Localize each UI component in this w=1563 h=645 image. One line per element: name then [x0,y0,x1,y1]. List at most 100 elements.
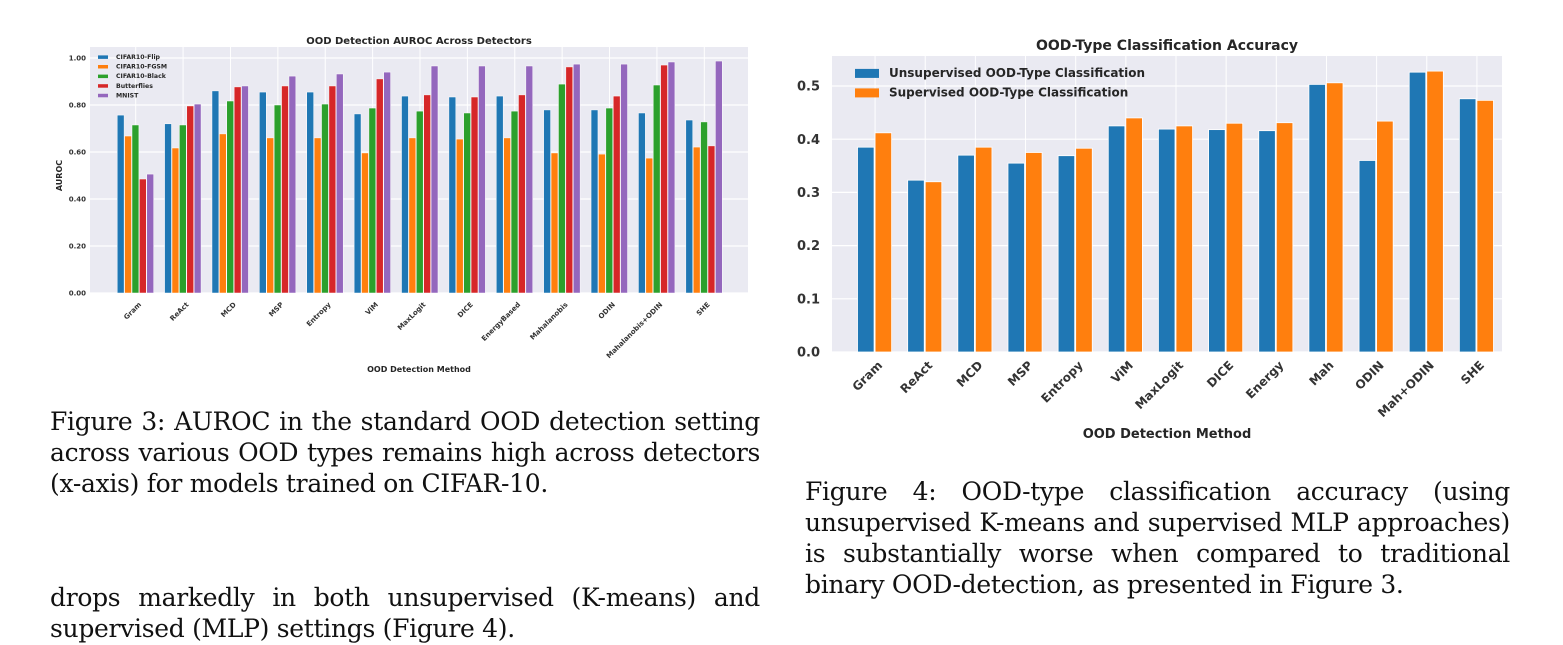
bar-mnist-she [715,60,723,294]
bar-cifar10-black-energybased [510,110,519,294]
bar-mnist-react [193,103,202,294]
bar-butterflies-dice [470,96,479,294]
x-tick-label: Gram [850,358,886,394]
x-tick-label: MaxLogit [396,300,428,332]
bar-supervised-ood-type-classification-dice [1225,122,1244,353]
bar-mnist-vim [383,71,391,294]
x-tick-label: ODIN [1352,358,1386,392]
bar-supervised-ood-type-classification-she [1476,99,1494,353]
bar-cifar10-black-mahalanobis-odin [652,84,661,294]
y-tick-label: 0.1 [797,292,820,307]
bar-cifar10-flip-react [164,123,172,294]
bar-cifar10-black-react [179,124,187,294]
x-tick-label: Gram [122,301,143,322]
bar-supervised-ood-type-classification-gram [874,132,893,353]
bar-mnist-gram [146,173,154,294]
bar-unsupervised-ood-type-classification-entropy [1057,155,1076,353]
y-axis-label: AUROC [55,160,64,191]
y-tick-label: 0.2 [797,239,820,254]
bar-cifar10-black-entropy [321,103,329,294]
x-tick-label: Energy [1243,358,1286,401]
bar-unsupervised-ood-type-classification-msp [1007,162,1025,353]
bar-butterflies-she [707,145,716,294]
x-tick-label: DICE [456,301,475,320]
bar-supervised-ood-type-classification-mah [1326,82,1344,353]
y-tick-label: 0.80 [69,101,86,109]
y-tick-label: 0.20 [69,242,86,250]
y-tick-label: 0.0 [797,346,820,361]
legend-swatch [98,84,108,88]
bar-supervised-ood-type-classification-vim [1125,117,1143,353]
y-tick-label: 0.3 [797,186,820,201]
bar-supervised-ood-type-classification-entropy [1075,147,1093,353]
y-tick-label: 0.60 [69,148,86,156]
bar-cifar10-black-gram [131,124,140,294]
x-tick-label: Entropy [305,300,333,328]
bar-cifar10-flip-energybased [496,95,504,294]
bar-unsupervised-ood-type-classification-odin [1358,160,1377,353]
bar-cifar10-black-dice [463,112,471,294]
bar-cifar10-fgsm-mahalanobis-odin [645,157,653,294]
bar-mnist-mahalanobis [572,63,581,294]
accuracy-chart-svg: 0.0 0.1 0.2 0.3 0.4 0.5 Gram ReAct MCD MSP Entropy… [797,38,1502,442]
y-tick-label: 0.00 [69,289,86,297]
bar-unsupervised-ood-type-classification-mah-odin [1408,71,1427,353]
x-tick-label: Mahalanobis+ODIN [605,301,664,360]
bar-butterflies-mcd [233,86,242,294]
bar-cifar10-flip-msp [259,91,267,294]
figure-4-accuracy-chart: 0.0 0.1 0.2 0.3 0.4 0.5 Gram ReAct MCD MSP Entropy… [785,30,1563,450]
bar-cifar10-black-mcd [226,100,234,294]
legend-label: MNIST [116,92,139,99]
y-tick-label: 0.4 [797,133,820,148]
legend-swatch [98,93,108,98]
legend-label: CIFAR10-Black [116,73,167,80]
bar-butterflies-msp [281,85,289,294]
bar-mnist-msp [288,75,297,294]
bar-supervised-ood-type-classification-energy [1275,122,1294,353]
x-tick-label: Entropy [1038,358,1086,406]
bar-supervised-ood-type-classification-msp [1025,152,1043,353]
legend-label: Butterflies [116,83,153,90]
bar-mnist-dice [478,65,486,294]
y-tick-label: 0.40 [69,195,86,203]
x-tick-label: Mahalanobis [529,301,570,342]
bar-cifar10-black-msp [273,104,282,294]
chart-title: OOD Detection AUROC Across Detectors [306,36,532,47]
bar-supervised-ood-type-classification-mcd [974,146,993,353]
bar-cifar10-fgsm-mahalanobis [550,152,559,294]
bar-cifar10-black-mahalanobis [558,83,566,294]
bar-cifar10-fgsm-gram [124,135,132,294]
bar-cifar10-fgsm-energybased [503,137,511,294]
legend-label: CIFAR10-Flip [116,54,161,61]
bar-cifar10-flip-mahalanobis-odin [638,112,646,294]
bar-butterflies-energybased [518,94,526,294]
bar-unsupervised-ood-type-classification-vim [1107,125,1126,353]
x-tick-label: DICE [1204,358,1236,390]
bar-mnist-mahalanobis-odin [667,61,676,294]
x-tick-label: SHE [695,301,712,318]
x-tick-label: ReAct [169,300,191,322]
bar-cifar10-fgsm-odin [598,153,606,294]
x-tick-label: EnergyBased [480,301,522,343]
bar-cifar10-flip-vim [353,113,362,294]
bar-butterflies-gram [139,178,147,294]
x-tick-label: ReAct [898,358,936,396]
bar-mnist-odin [620,63,628,294]
x-tick-label: ViM [1108,358,1136,386]
bar-unsupervised-ood-type-classification-gram [857,146,875,353]
bar-cifar10-flip-gram [116,114,125,294]
bar-unsupervised-ood-type-classification-mah [1308,84,1326,353]
bar-cifar10-flip-she [685,119,693,294]
body-paragraph: drops markedly in both unsupervised (K-m… [50,583,760,643]
x-tick-label: ViM [364,301,380,317]
bar-cifar10-flip-mcd [211,90,220,294]
figure-3-caption: Figure 3: AUROC in the standard OOD dete… [50,407,760,498]
bar-supervised-ood-type-classification-mah-odin [1426,70,1444,353]
chart-title: OOD-Type Classification Accuracy [1036,38,1298,54]
x-tick-label: SHE [1458,358,1487,387]
bar-cifar10-flip-entropy [306,91,314,294]
bar-supervised-ood-type-classification-maxlogit [1175,125,1193,353]
bar-mnist-maxlogit [430,65,439,294]
bar-unsupervised-ood-type-classification-mcd [957,154,975,353]
bar-cifar10-fgsm-msp [266,137,274,294]
